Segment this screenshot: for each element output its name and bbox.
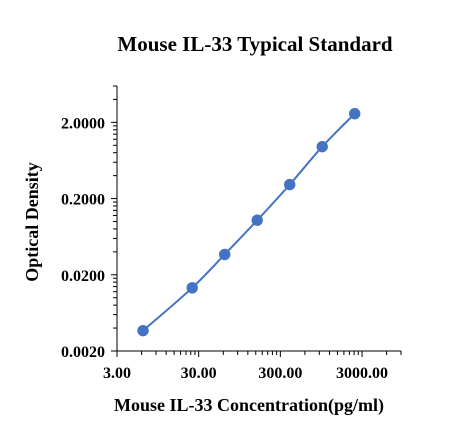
data-point xyxy=(284,178,296,191)
data-point xyxy=(349,107,361,120)
y-tick-label: 0.0200 xyxy=(61,268,105,285)
x-tick-label: 3000.00 xyxy=(336,365,388,382)
data-point xyxy=(316,140,328,153)
x-tick-label: 30.00 xyxy=(181,365,217,382)
chart-title: Mouse IL-33 Typical Standard xyxy=(117,32,393,56)
y-tick-label: 0.0020 xyxy=(61,344,105,361)
y-axis-label: Optical Density xyxy=(22,162,42,282)
data-point xyxy=(219,248,231,261)
data-point xyxy=(186,282,198,294)
ticks: 3.00 30.00 300.00 3000.00 0.0020 0.0200 0.2000… xyxy=(61,85,402,382)
x-axis-label: Mouse IL-33 Concentration(pg/ml) xyxy=(114,395,384,416)
y-tick-label: 2.0000 xyxy=(61,115,105,132)
y-axis-label-group: Optical Density xyxy=(22,162,42,282)
data-point xyxy=(251,214,263,226)
x-tick-label: 300.00 xyxy=(258,365,302,382)
x-tick-label: 3.00 xyxy=(103,365,131,382)
data-point xyxy=(137,324,149,337)
y-tick-label: 0.2000 xyxy=(61,192,105,209)
series xyxy=(137,107,361,337)
